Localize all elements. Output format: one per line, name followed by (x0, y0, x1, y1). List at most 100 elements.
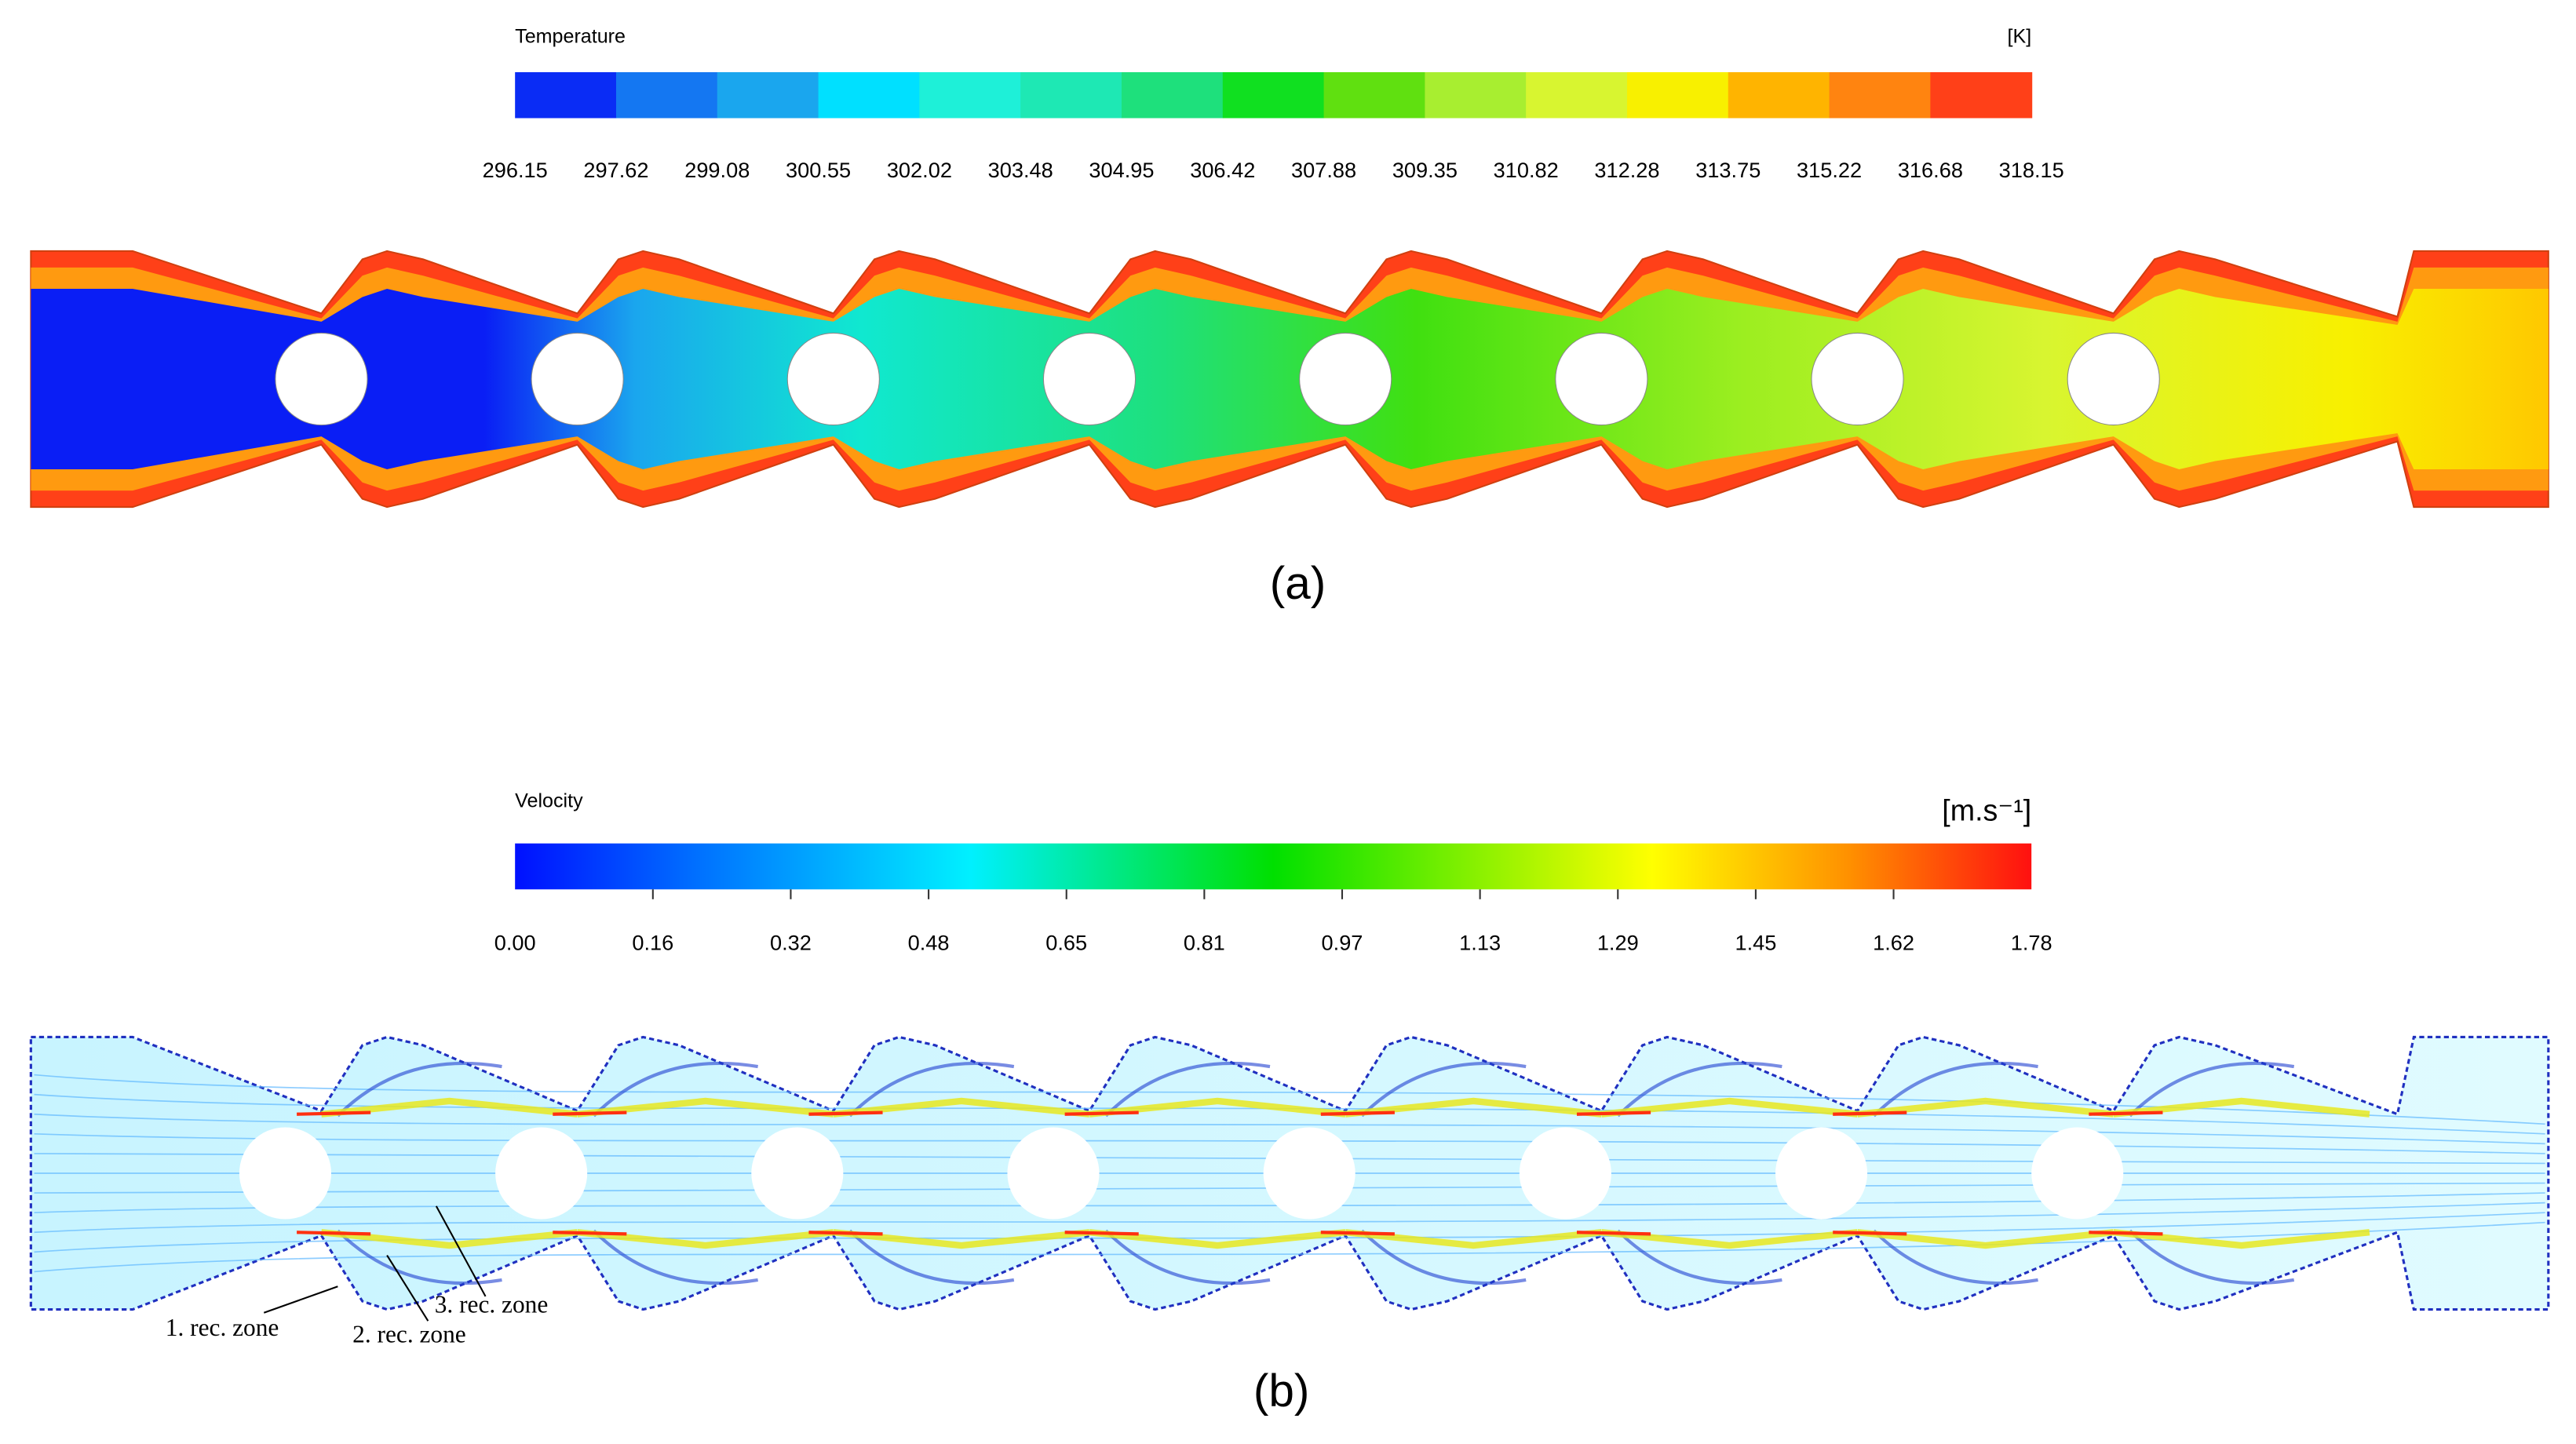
cylinder (1007, 1127, 1100, 1220)
recirculation (1360, 1229, 1527, 1285)
tick-label: 299.08 (684, 158, 750, 182)
tick-label: 0.97 (1322, 931, 1363, 955)
jet (1089, 1229, 1346, 1249)
tick-label: 0.32 (770, 931, 812, 955)
tick-label: 0.16 (632, 931, 673, 955)
jet (833, 1097, 1090, 1118)
recirculation (1872, 1061, 2038, 1118)
tick-label: 302.02 (887, 158, 952, 182)
jet-core (553, 1231, 627, 1236)
tick-label: 0.48 (908, 931, 950, 955)
tick-label: 0.65 (1045, 931, 1087, 955)
color-block (1425, 72, 1527, 119)
jet-core (1064, 1110, 1139, 1116)
color-block (515, 72, 618, 119)
jet (2113, 1097, 2370, 1118)
jet (1345, 1097, 1602, 1118)
cylinder (495, 1127, 588, 1220)
tick-label: 318.15 (1999, 158, 2064, 182)
temperature-colorbar: 296.15 297.62 299.08 300.55 302.02 303.48 304.… (483, 72, 2064, 182)
tick-label: 296.15 (483, 158, 548, 182)
color-block (1020, 72, 1123, 119)
jet-core (2089, 1231, 2163, 1236)
tick-label: 309.35 (1392, 158, 1458, 182)
tick-label: 0.81 (1184, 931, 1225, 955)
color-block (818, 72, 921, 119)
cylinder (1299, 332, 1392, 426)
jet (1857, 1229, 2114, 1249)
tick-label: 1.78 (2011, 931, 2052, 955)
color-block (1829, 72, 1932, 119)
temperature-field (30, 250, 2549, 509)
recirculation (1360, 1061, 1527, 1118)
jet (1600, 1097, 1858, 1118)
recirculation (1104, 1061, 1271, 1118)
cylinder (1042, 332, 1137, 426)
jet (577, 1097, 834, 1118)
cylinder (2067, 332, 2160, 426)
recirculation (2129, 1061, 2295, 1118)
cylinder (1555, 332, 1648, 426)
jet-core (297, 1110, 371, 1116)
jet-core (1833, 1231, 1907, 1236)
velocity-colorbar-ticks: 0.00 0.16 0.32 0.48 0.65 0.81 0.97 1.13 1.29 1.45… (494, 889, 2052, 955)
color-block (1626, 72, 1729, 119)
tick-label: 1.62 (1873, 931, 1914, 955)
cylinder (1519, 1127, 1611, 1220)
jet-core (1320, 1110, 1395, 1116)
recirculation (1616, 1229, 1782, 1285)
caption: (a) (1270, 558, 1326, 609)
tick-label: 312.28 (1594, 158, 1659, 182)
jet-core (1576, 1231, 1651, 1236)
colorbar-unit: [m.s⁻¹] (1942, 793, 2031, 826)
jet (2113, 1229, 2370, 1249)
tick-label: 303.48 (988, 158, 1053, 182)
recirculation (2129, 1229, 2295, 1285)
recirculation (848, 1061, 1015, 1118)
jet (1345, 1229, 1602, 1249)
cylinder (1811, 332, 1904, 426)
jet (1600, 1229, 1858, 1249)
annotation: 1. rec. zone (166, 1314, 279, 1341)
tick-label: 306.42 (1190, 158, 1255, 182)
color-block (1121, 72, 1224, 119)
recirculation (1872, 1229, 2038, 1285)
color-block (615, 72, 718, 119)
tick-label: 313.75 (1695, 158, 1761, 182)
color-block (1930, 72, 2033, 119)
core-flow (31, 289, 2549, 469)
tick-label: 315.22 (1797, 158, 1862, 182)
tick-label: 1.45 (1735, 931, 1776, 955)
streak (34, 1074, 2545, 1125)
jet (833, 1229, 1090, 1249)
jet-core (297, 1231, 371, 1236)
jet (321, 1229, 578, 1249)
cylinder (751, 1127, 844, 1220)
tick-label: 297.62 (583, 158, 648, 182)
jet-core (808, 1110, 883, 1116)
jet (1089, 1097, 1346, 1118)
velocity-colorbar (515, 843, 2032, 890)
jet-core (1576, 1110, 1651, 1116)
arrow (386, 1254, 429, 1322)
color-block (919, 72, 1022, 119)
recirculation (848, 1229, 1015, 1285)
cylinder (275, 332, 368, 426)
streak (34, 1221, 2545, 1273)
jet (1857, 1097, 2114, 1118)
cylinder (531, 332, 624, 426)
jet-core (2089, 1110, 2163, 1116)
annotation: 2. rec. zone (352, 1320, 466, 1347)
jet (321, 1097, 578, 1118)
jet-core (553, 1110, 627, 1116)
jet-core (1064, 1231, 1139, 1236)
cylinder (1263, 1127, 1356, 1220)
streak (34, 1202, 2545, 1234)
colorbar-title: Temperature (515, 25, 626, 47)
cylinder (239, 1127, 331, 1220)
tick-label: 0.00 (494, 931, 536, 955)
recirculation (1104, 1229, 1271, 1285)
jet-core (808, 1231, 883, 1236)
tick-label: 300.55 (786, 158, 851, 182)
